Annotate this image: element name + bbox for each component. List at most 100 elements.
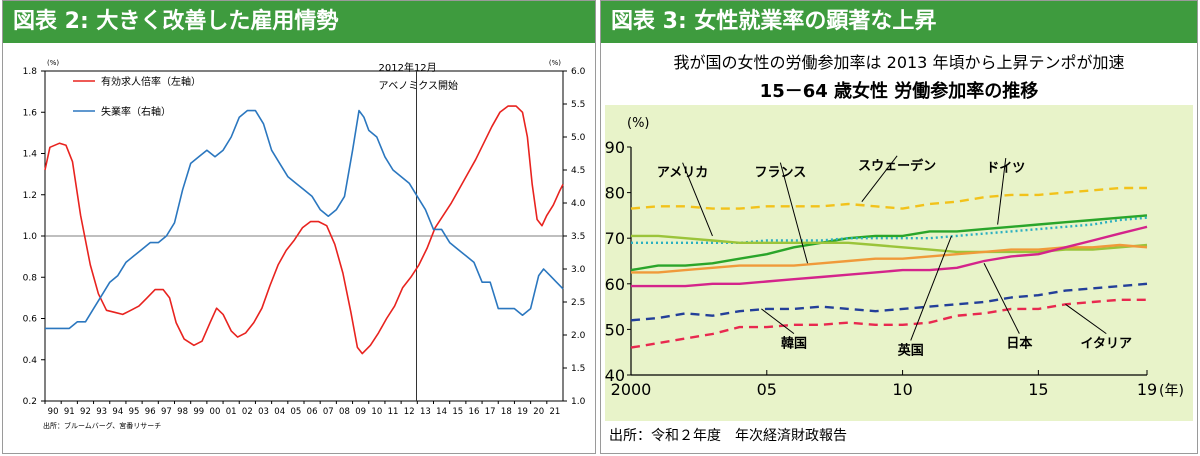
x-tick-label: 90 [48, 407, 59, 417]
x-tick-label: 20 [533, 407, 544, 417]
series-line [631, 216, 1148, 244]
x-tick-label: 15 [1028, 380, 1048, 399]
y-right-tick-label: 1.5 [571, 364, 585, 374]
right-chart-heading: 15－64 歳女性 労働参加率の推移 [759, 81, 1039, 102]
series-label: ドイツ [986, 161, 1025, 176]
x-tick-label: 13 [420, 407, 431, 417]
y-left-tick-label: 0.8 [23, 273, 38, 283]
series-line [630, 282, 1148, 322]
x-tick-label: 07 [323, 407, 334, 417]
series-pointer [910, 235, 952, 341]
x-tick-label: 00 [210, 407, 221, 417]
x-tick-label: 15 [452, 407, 463, 417]
x-tick-label: 19 [517, 407, 528, 417]
x-tick-label: 19 [1137, 380, 1157, 399]
right-chart-panel: 図表 3: 女性就業率の顕著な上昇 我が国の女性の労働参加率は 2013 年頃か… [600, 0, 1198, 454]
chart-background [605, 105, 1193, 421]
y-tick-label: 90 [605, 138, 625, 157]
y-tick-label: 50 [605, 320, 625, 339]
y-left-tick-label: 0.2 [23, 397, 37, 407]
x-tick-label: 18 [501, 407, 512, 417]
series-pointer [997, 158, 1007, 225]
y-right-tick-label: 1.0 [571, 397, 586, 407]
x-tick-label: 97 [161, 407, 172, 417]
x-tick-label: 17 [485, 407, 496, 417]
x-tick-label: 02 [242, 407, 253, 417]
y-unit-label: (%) [627, 116, 650, 131]
legend-label: 有効求人倍率（左軸） [101, 75, 201, 88]
x-tick-label: 06 [307, 407, 318, 417]
y-right-unit: (%) [549, 59, 561, 67]
x-unit-label: (年) [1159, 383, 1184, 399]
abenomics-annotation-text: アベノミクス開始 [379, 79, 459, 92]
series-label: 韓国 [781, 336, 807, 352]
x-tick-label: 95 [129, 407, 140, 417]
right-chart-subtitle: 我が国の女性の労働参加率は 2013 年頃から上昇テンポが加速 [673, 53, 1125, 72]
series-line [630, 214, 1148, 272]
y-left-tick-label: 1.8 [23, 67, 38, 77]
y-right-tick-label: 2.0 [571, 331, 586, 341]
x-tick-label: 91 [64, 407, 75, 417]
x-tick-label: 92 [80, 407, 91, 417]
x-tick-label: 93 [96, 407, 107, 417]
y-right-tick-label: 4.0 [571, 199, 586, 209]
y-right-tick-label: 2.5 [571, 298, 585, 308]
x-tick-label: 94 [112, 407, 123, 417]
left-chart-panel: 図表 2: 大きく改善した雇用情勢 0.2 0.4 0.6 0.8 1.0 1.2 1.4 1… [2, 0, 596, 454]
x-tick-label: 98 [177, 407, 188, 417]
y-left-tick-label: 1.0 [23, 232, 38, 242]
female-participation-chart: 40 50 60 70 80 90(%) 2000 05 10 15 19 (年) アメリカ フランス スウ… [605, 105, 1193, 421]
x-tick-label: 11 [388, 407, 399, 417]
x-tick-label: 10 [892, 380, 912, 399]
y-left-tick-label: 1.2 [23, 191, 37, 201]
series-pointer [1065, 303, 1107, 335]
jobs-ratio-line [44, 105, 564, 355]
x-tick-label: 99 [193, 407, 204, 417]
y-left-unit: (%) [47, 59, 59, 67]
x-tick-label: 05 [290, 407, 301, 417]
y-tick-label: 40 [605, 366, 625, 385]
y-tick-label: 70 [605, 229, 625, 248]
y-left-tick-label: 1.6 [23, 108, 38, 118]
y-right-tick-label: 5.5 [571, 100, 585, 110]
y-right-tick-label: 3.0 [571, 265, 586, 275]
left-chart-title: 図表 2: 大きく改善した雇用情勢 [3, 1, 595, 43]
series-line [630, 186, 1147, 210]
right-chart-source: 出所：令和２年度 年次経済財政報告 [609, 428, 847, 444]
x-tick-label: 03 [258, 407, 269, 417]
y-left-tick-label: 0.6 [23, 315, 38, 325]
y-right-tick-label: 3.5 [571, 232, 585, 242]
x-tick-label: 09 [355, 407, 366, 417]
series-label: 日本 [1006, 336, 1032, 352]
x-tick-label: 12 [404, 407, 415, 417]
x-tick-label: 01 [226, 407, 237, 417]
unemployment-chart: 0.2 0.4 0.6 0.8 1.0 1.2 1.4 1.6 1.8 1.0 1.5 2.0 2.5 3… [23, 59, 586, 430]
series-label: フランス [754, 166, 806, 181]
y-tick-label: 60 [605, 275, 625, 294]
legend-label: 失業率（右軸） [101, 105, 171, 118]
unemployment-line [45, 109, 564, 330]
left-chart-source: 出所：ブルームバーグ、宮番リサーチ [43, 421, 161, 430]
series-label: スウェーデン [858, 158, 936, 174]
series-pointer [761, 308, 795, 335]
right-chart-title: 図表 3: 女性就業率の顕著な上昇 [601, 1, 1197, 43]
y-left-tick-label: 0.4 [23, 356, 38, 366]
series-pointer [779, 162, 809, 264]
series-pointer [861, 155, 898, 203]
abenomics-annotation-date: 2012年12月 [379, 61, 437, 74]
y-right-tick-label: 5.0 [571, 133, 586, 143]
x-tick-label: 14 [436, 407, 447, 417]
x-tick-label: 21 [549, 407, 560, 417]
y-tick-label: 80 [605, 184, 625, 203]
series-pointer [983, 263, 1020, 334]
x-tick-label: 10 [371, 407, 382, 417]
y-right-tick-label: 6.0 [571, 67, 586, 77]
series-label: アメリカ [657, 166, 708, 181]
series-line [631, 225, 1148, 288]
series-pointer [682, 162, 713, 237]
y-left-tick-label: 1.4 [23, 150, 38, 160]
y-right-tick-label: 4.5 [571, 166, 585, 176]
x-tick-label: 05 [757, 380, 777, 399]
x-tick-label: 2000 [611, 380, 652, 399]
x-tick-label: 96 [145, 407, 156, 417]
